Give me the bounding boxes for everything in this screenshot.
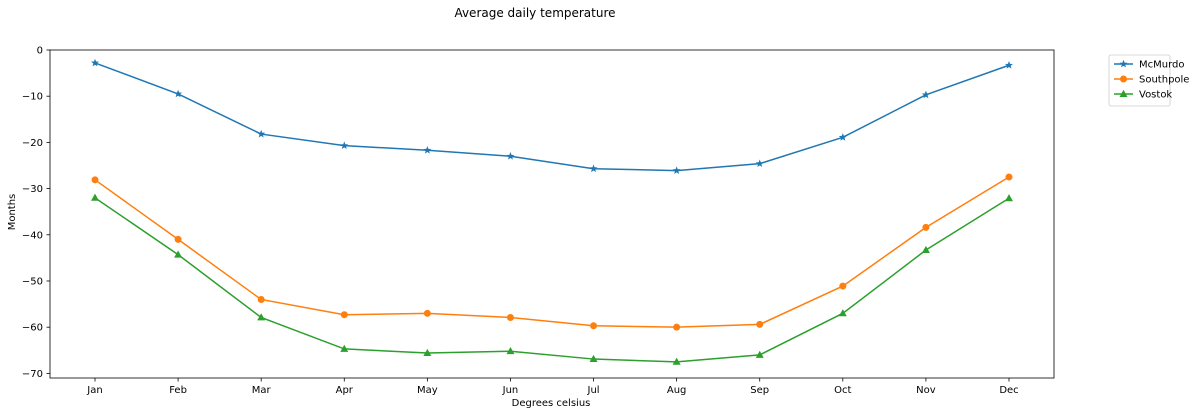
x-tick-label: Oct <box>834 385 851 396</box>
x-tick-label: Nov <box>916 385 936 396</box>
data-point-vostok <box>91 193 99 201</box>
x-tick-label: Mar <box>252 385 272 396</box>
x-tick-label: Jan <box>86 385 102 396</box>
y-tick-label: −50 <box>22 276 43 287</box>
legend-item-vostok: Vostok <box>1114 90 1172 101</box>
data-point-mcmurdo <box>174 89 183 98</box>
y-tick-label: −30 <box>22 184 43 195</box>
data-point-southpole <box>91 176 99 184</box>
data-point-vostok <box>672 357 681 365</box>
y-axis: 0 −10 −20 −30 −40 −50 −60 −70 <box>22 46 50 380</box>
y-tick-label: −40 <box>22 230 43 241</box>
x-tick-label: Feb <box>169 385 187 396</box>
series-layer <box>91 58 1013 365</box>
data-point-mcmurdo <box>838 133 847 141</box>
legend-item-southpole: Southpole <box>1114 75 1189 86</box>
x-tick-label: Aug <box>667 385 687 396</box>
x-axis-label: Degrees celsius <box>512 398 591 409</box>
y-tick-label: −10 <box>22 92 43 103</box>
series-line-mcmurdo <box>94 62 1010 172</box>
chart-title: Average daily temperature <box>454 6 615 20</box>
data-point-mcmurdo <box>91 58 99 67</box>
data-point-mcmurdo <box>921 90 930 99</box>
data-point-vostok <box>506 347 515 355</box>
data-point-mcmurdo <box>257 129 266 138</box>
data-point-southpole <box>506 313 514 321</box>
series-mcmurdo <box>91 58 1013 174</box>
data-point-mcmurdo <box>423 146 432 154</box>
legend-marker <box>1120 75 1127 83</box>
y-tick-label: −20 <box>22 138 43 149</box>
data-point-vostok <box>1005 194 1013 202</box>
x-tick-label: Apr <box>336 385 354 396</box>
data-point-vostok <box>257 313 266 321</box>
x-tick-label: Jun <box>502 385 519 396</box>
legend-item-mcmurdo: McMurdo <box>1114 60 1185 71</box>
x-tick-label: Sep <box>750 385 769 396</box>
data-point-vostok <box>921 245 930 253</box>
data-point-vostok <box>589 354 598 362</box>
data-point-southpole <box>590 322 598 330</box>
data-point-southpole <box>423 309 431 317</box>
series-line-southpole <box>94 176 1010 328</box>
data-point-mcmurdo <box>340 141 349 150</box>
data-point-mcmurdo <box>1005 61 1013 69</box>
data-point-southpole <box>922 223 930 231</box>
y-tick-label: −60 <box>22 323 43 334</box>
legend-label: Vostok <box>1139 90 1172 101</box>
data-point-southpole <box>257 295 265 303</box>
data-point-mcmurdo <box>506 152 515 160</box>
y-axis-label: Months <box>7 194 18 231</box>
data-point-mcmurdo <box>589 164 598 173</box>
data-point-vostok <box>340 344 349 352</box>
data-point-southpole <box>340 311 348 319</box>
legend-label: Southpole <box>1139 75 1189 86</box>
data-point-mcmurdo <box>672 166 681 174</box>
legend: McMurdo Southpole Vostok <box>1108 54 1189 107</box>
legend-marker <box>1119 89 1128 97</box>
series-vostok <box>91 193 1013 365</box>
data-point-southpole <box>174 235 182 243</box>
data-point-southpole <box>839 282 847 290</box>
y-tick-label: 0 <box>37 46 43 57</box>
x-axis: Jan Feb Mar Apr May Jun Jul Aug Sep Oct Nov Dec <box>86 378 1019 396</box>
data-point-southpole <box>673 323 681 331</box>
x-tick-label: May <box>417 385 438 396</box>
plot-area <box>49 49 1055 379</box>
data-point-vostok <box>755 350 764 358</box>
legend-label: McMurdo <box>1139 60 1185 71</box>
series-southpole <box>91 173 1013 331</box>
plot-frame <box>49 49 1055 379</box>
data-point-southpole <box>1005 173 1013 181</box>
data-point-mcmurdo <box>755 159 764 168</box>
x-tick-label: Jul <box>587 385 600 396</box>
data-point-vostok <box>423 348 432 356</box>
data-point-vostok <box>174 250 183 258</box>
data-point-vostok <box>838 309 847 317</box>
y-tick-label: −70 <box>22 369 43 380</box>
data-point-southpole <box>756 320 764 328</box>
legend-marker <box>1119 59 1128 68</box>
series-line-vostok <box>94 197 1010 363</box>
x-tick-label: Dec <box>999 385 1018 396</box>
